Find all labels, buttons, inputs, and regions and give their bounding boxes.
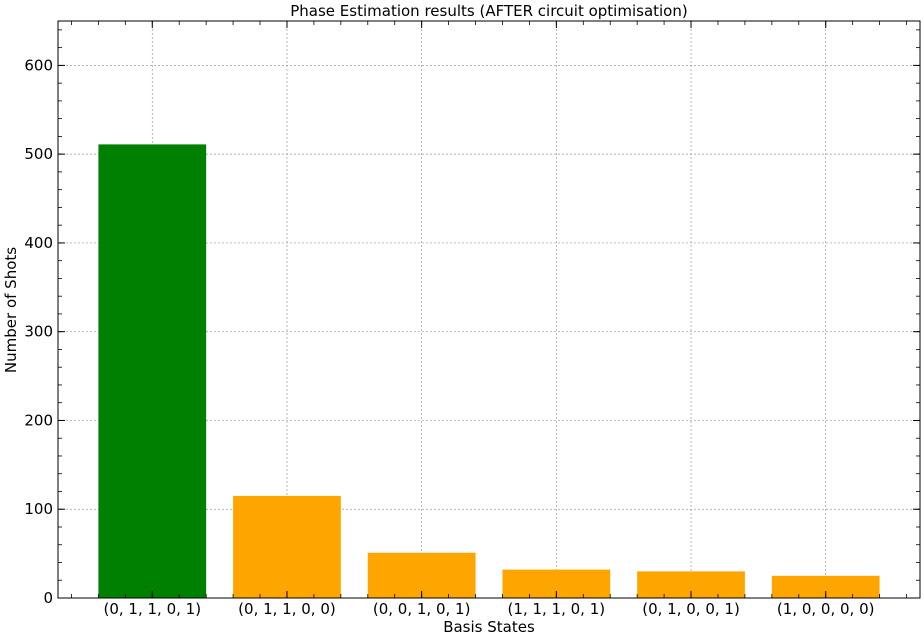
bars [98,144,880,599]
x-axis-title: Basis States [443,618,535,636]
bar [98,144,207,599]
bar [367,552,476,598]
plot-frame [57,20,921,599]
y-tick-label: 200 [24,411,53,429]
x-tick-label: (0, 0, 1, 0, 1) [373,600,471,618]
x-tick-label: (1, 1, 1, 0, 1) [508,600,606,618]
bar [771,575,880,598]
y-tick-label: 500 [24,145,53,163]
y-tick-label: 300 [24,323,53,341]
y-tick-label: 100 [24,500,53,518]
y-axis-title: Number of Shots [2,247,20,373]
x-tick-label: (1, 0, 0, 0, 0) [777,600,875,618]
x-tick-label: (0, 1, 1, 0, 1) [103,600,201,618]
chart-title: Phase Estimation results (AFTER circuit … [290,2,687,20]
axis-ticks [58,21,920,599]
y-tick-label: 0 [43,589,53,607]
y-tick-label: 600 [24,56,53,74]
x-tick-label: (0, 1, 1, 0, 0) [238,600,336,618]
x-tick-label: (0, 1, 0, 0, 1) [642,600,740,618]
y-tick-label: 400 [24,234,53,252]
y-tick-labels: 0 100 200 300 400 500 600 [24,56,53,607]
x-tick-labels: (0, 1, 1, 0, 1) (0, 1, 1, 0, 0) (0, 0, 1, … [103,600,874,618]
bar [233,495,341,598]
